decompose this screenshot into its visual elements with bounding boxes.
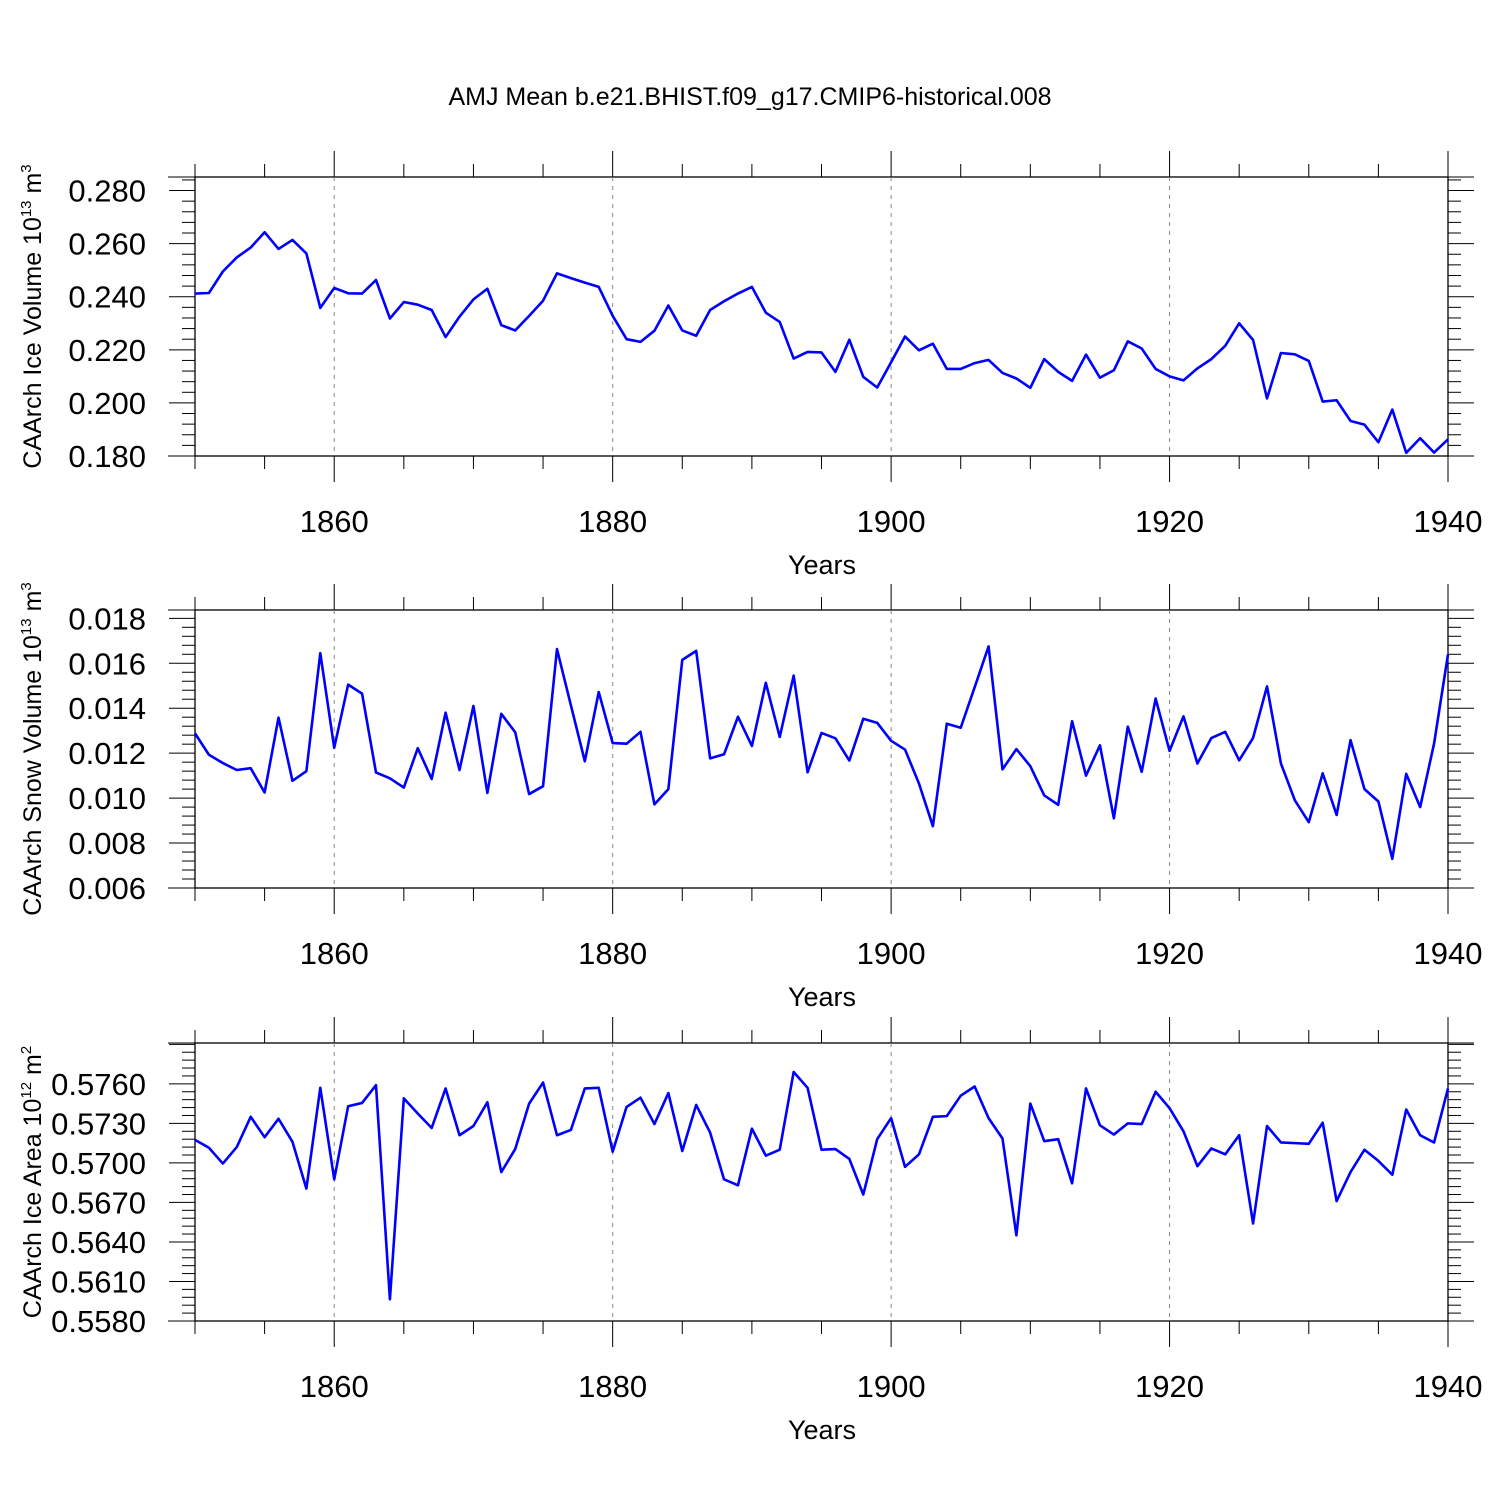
snow-volume-x-tick-label: 1860 [300,936,369,971]
snow-volume-y-tick-label: 0.006 [68,871,146,906]
ice-volume-x-axis-label: Years [788,550,856,580]
ice-volume-y-label-unit-exponent: 3 [18,164,35,172]
snow-volume-panel: 1860 1880 1900 1920 1940 Years 0.006 0.008 0.010… [18,582,1482,1012]
ice-volume-y-tick-label: 0.220 [68,333,146,368]
ice-volume-x-tick-label: 1900 [857,504,926,539]
ice-volume-y-axis-label: CAArch Ice Volume 1013 m3 [18,164,47,468]
snow-volume-y-tick-label: 0.012 [68,736,146,771]
snow-volume-x-tick-label: 1900 [857,936,926,971]
ice-area-y-label-unit: m [19,1054,47,1082]
ice-volume-y-tick-label: 0.200 [68,386,146,421]
ice-volume-y-label-exponent: 13 [18,200,35,217]
ice-area-x-tick-label: 1920 [1135,1369,1204,1404]
ice-volume-series-line [194,230,1449,455]
snow-volume-y-label-unit: m [19,591,47,619]
ice-area-y-tick-label: 0.5730 [51,1106,146,1141]
ice-volume-y-tick-label: 0.180 [68,439,146,474]
snow-volume-x-tick-label: 1880 [578,936,647,971]
ice-volume-x-tick-label: 1920 [1135,504,1204,539]
snow-volume-y-label-exponent: 13 [18,618,35,635]
ice-area-x-axis-label: Years [788,1415,856,1445]
ice-volume-y-tick-label: 0.240 [68,280,146,315]
snow-volume-plot-frame [194,609,1449,889]
ice-area-panel: 1860 1880 1900 1920 1940 Years 0.5580 0.5610 0.5… [18,1017,1482,1445]
ice-volume-y-tick-label: 0.280 [68,174,146,209]
ice-area-x-tick-label: 1940 [1414,1369,1483,1404]
ice-area-y-tick-label: 0.5700 [51,1146,146,1181]
snow-volume-y-tick-label: 0.008 [68,826,146,861]
ice-volume-x-tick-label: 1860 [300,504,369,539]
ice-area-x-tick-label: 1900 [857,1369,926,1404]
ice-area-y-tick-label: 0.5670 [51,1185,146,1220]
ice-area-y-tick-label: 0.5610 [51,1264,146,1299]
snow-volume-y-tick-label: 0.014 [68,691,146,726]
ice-volume-x-tick-label: 1880 [578,504,647,539]
snow-volume-y-tick-label: 0.016 [68,646,146,681]
snow-volume-series-line [193,645,1450,861]
ice-volume-plot-frame [194,176,1449,457]
ice-volume-x-tick-label: 1940 [1414,504,1483,539]
snow-volume-x-axis-label: Years [788,982,856,1012]
snow-volume-x-tick-label: 1920 [1135,936,1204,971]
ice-area-x-tick-label: 1880 [578,1369,647,1404]
snow-volume-y-axis-label: CAArch Snow Volume 1013 m3 [18,582,47,916]
ice-volume-y-label-unit: m [19,173,47,201]
snow-volume-y-tick-label: 0.010 [68,781,146,816]
snow-volume-y-label-unit-exponent: 3 [18,582,35,590]
ice-area-y-tick-label: 0.5640 [51,1225,146,1260]
snow-volume-y-tick-label: 0.018 [68,601,146,636]
ice-area-y-tick-label: 0.5580 [51,1304,146,1339]
ice-area-y-axis-label: CAArch Ice Area 1012 m2 [18,1046,47,1318]
ice-area-series-line [194,1070,1450,1301]
ice-area-y-tick-label: 0.5760 [51,1067,146,1102]
ice-area-y-label-text: CAArch Ice Area 10 [19,1099,47,1319]
ice-volume-panel: 1860 1880 1900 1920 1940 Years 0.180 0.200 0.220… [18,151,1482,580]
ice-area-x-tick-label: 1860 [300,1369,369,1404]
snow-volume-y-label-text: CAArch Snow Volume 10 [19,635,47,916]
ice-area-y-label-exponent: 12 [18,1082,35,1099]
chart-title: AMJ Mean b.e21.BHIST.f09_g17.CMIP6-histo… [448,83,1051,111]
ice-volume-y-tick-label: 0.260 [68,227,146,262]
ice-area-y-label-unit-exponent: 2 [18,1046,35,1054]
snow-volume-x-tick-label: 1940 [1414,936,1483,971]
ice-volume-y-label-text: CAArch Ice Volume 10 [19,217,47,469]
